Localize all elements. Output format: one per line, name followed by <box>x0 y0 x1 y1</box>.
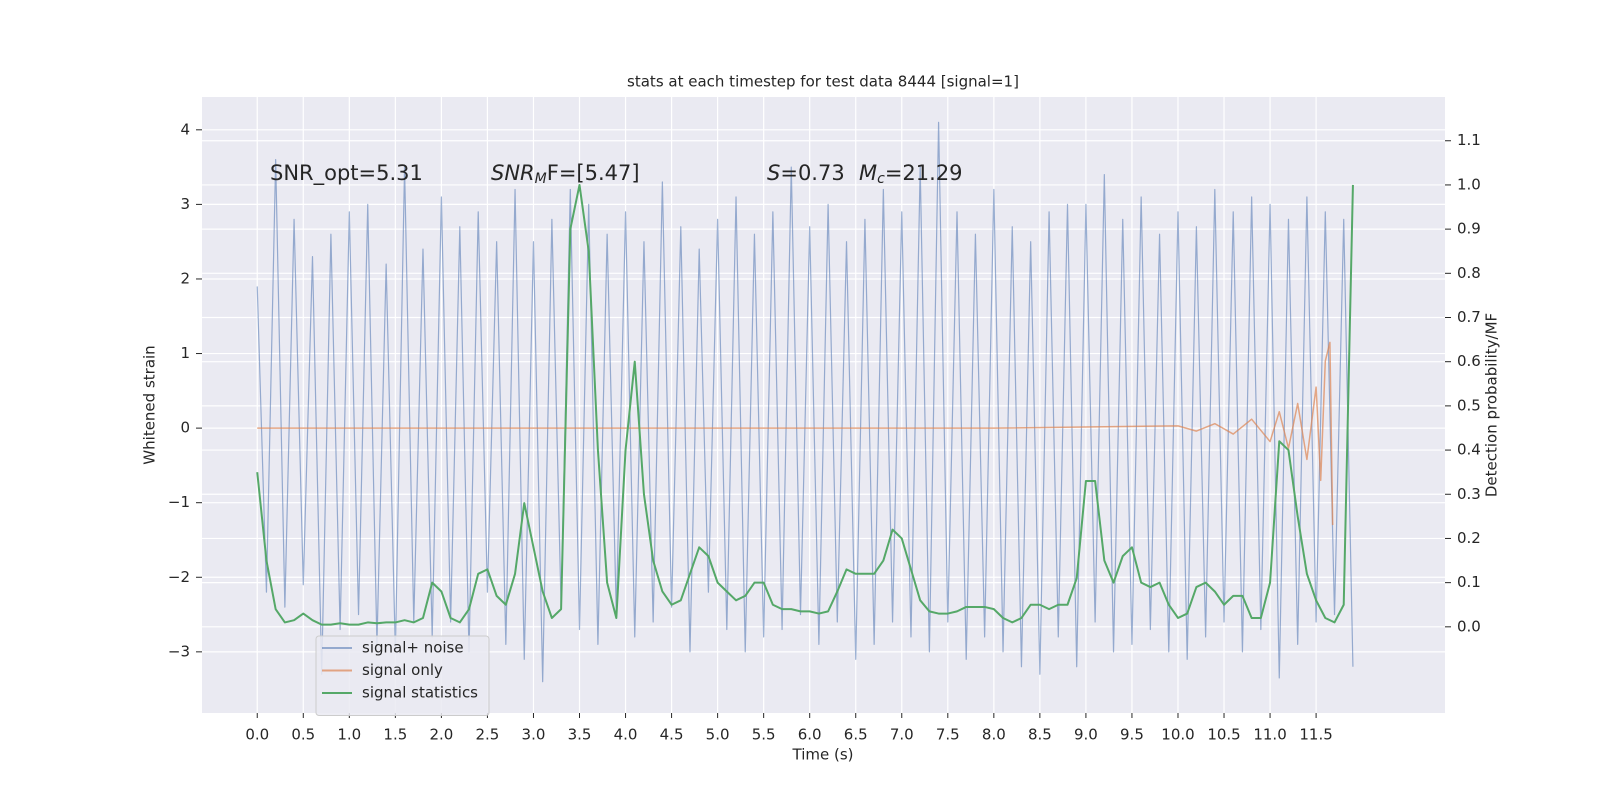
series-line <box>257 341 1334 526</box>
y-tick-label: 1 <box>180 344 190 362</box>
annotation-part: =0.73 <box>780 161 844 185</box>
annotation: Mc=21.29 <box>859 161 963 187</box>
y2-tick-label: 0.9 <box>1457 220 1481 238</box>
x-tick-label: 5.5 <box>752 726 776 744</box>
y2-tick-label: 1.1 <box>1457 131 1481 149</box>
x-tick-label: 1.0 <box>337 726 361 744</box>
annotation: SNR_opt=5.31 <box>270 161 423 186</box>
x-tick-label: 7.0 <box>890 726 914 744</box>
y2-tick-label: 0.8 <box>1457 264 1481 282</box>
x-tick-label: 4.5 <box>660 726 684 744</box>
y2-tick-label: 0.5 <box>1457 396 1481 414</box>
chart-title: stats at each timestep for test data 844… <box>627 73 1019 91</box>
x-tick-label: 4.0 <box>614 726 638 744</box>
x-tick-label: 7.5 <box>936 726 960 744</box>
x-tick-label: 0.5 <box>291 726 315 744</box>
annotation-part: c <box>877 171 885 187</box>
x-tick-label: 3.5 <box>568 726 592 744</box>
x-tick-label: 6.0 <box>798 726 822 744</box>
y2-tick-label: 0.4 <box>1457 441 1481 459</box>
x-tick-label: 10.5 <box>1207 726 1240 744</box>
y2-tick-label: 0.1 <box>1457 573 1481 591</box>
x-tick-label: 1.5 <box>383 726 407 744</box>
legend-label: signal only <box>362 661 443 679</box>
annotation-part: SNR_opt=5.31 <box>270 161 423 186</box>
x-tick-label: 8.5 <box>1028 726 1052 744</box>
marks <box>256 121 1354 683</box>
y-axis-label: Whitened strain <box>141 345 159 464</box>
annotation: SNRMF=[5.47] <box>491 161 640 187</box>
x-tick-label: 9.0 <box>1074 726 1098 744</box>
legend-box <box>315 635 490 716</box>
x-tick-label: 10.0 <box>1161 726 1194 744</box>
annotation-part: S <box>767 161 780 185</box>
x-tick-label: 0.0 <box>245 726 269 744</box>
y2-tick-label: 0.3 <box>1457 485 1481 503</box>
series-line <box>256 183 1354 626</box>
y2-axis-label: Detection probability/MF <box>1483 313 1501 497</box>
y-tick-label: 0 <box>180 419 190 437</box>
annotation-part: M <box>535 171 547 187</box>
y-tick-label: 4 <box>180 120 190 138</box>
x-tick-label: 8.0 <box>982 726 1006 744</box>
y2-tick-label: 0.6 <box>1457 352 1481 370</box>
y2-tick-label: 1.0 <box>1457 175 1481 193</box>
x-tick-label: 2.0 <box>429 726 453 744</box>
x-tick-label: 6.5 <box>844 726 868 744</box>
y2-tick-label: 0.7 <box>1457 308 1481 326</box>
y-tick-label: −2 <box>168 568 190 586</box>
y2-tick-label: 0.2 <box>1457 529 1481 547</box>
series-line <box>256 121 1354 683</box>
y-tick-label: 3 <box>180 195 190 213</box>
annotation-part: F=[5.47] <box>547 161 640 185</box>
x-tick-label: 11.0 <box>1253 726 1286 744</box>
annotation-part: =21.29 <box>885 161 963 185</box>
labels: 0.0 0.5 1.0 1.5 2.0 2.5 3.0 3.5 4.0 4.5 5.0 5.5 6.0 6… <box>168 120 1481 743</box>
y-tick-label: −1 <box>168 493 190 511</box>
legend-label: signal statistics <box>362 684 478 702</box>
annotation-part: SNR <box>491 161 535 185</box>
x-tick-label: 3.0 <box>522 726 546 744</box>
x-tick-label: 2.5 <box>475 726 499 744</box>
x-tick-label: 9.5 <box>1120 726 1144 744</box>
x-tick-label: 5.0 <box>706 726 730 744</box>
annotation: S=0.73 <box>767 161 845 185</box>
y-tick-label: 2 <box>180 269 190 287</box>
y-tick-label: −3 <box>168 642 190 660</box>
annotation-part: M <box>859 161 877 185</box>
grid <box>202 97 1445 713</box>
x-tick-label: 11.5 <box>1299 726 1332 744</box>
y2-tick-label: 0.0 <box>1457 617 1481 635</box>
legend-label: signal+ noise <box>362 639 464 657</box>
x-axis-label: Time (s) <box>792 746 854 764</box>
